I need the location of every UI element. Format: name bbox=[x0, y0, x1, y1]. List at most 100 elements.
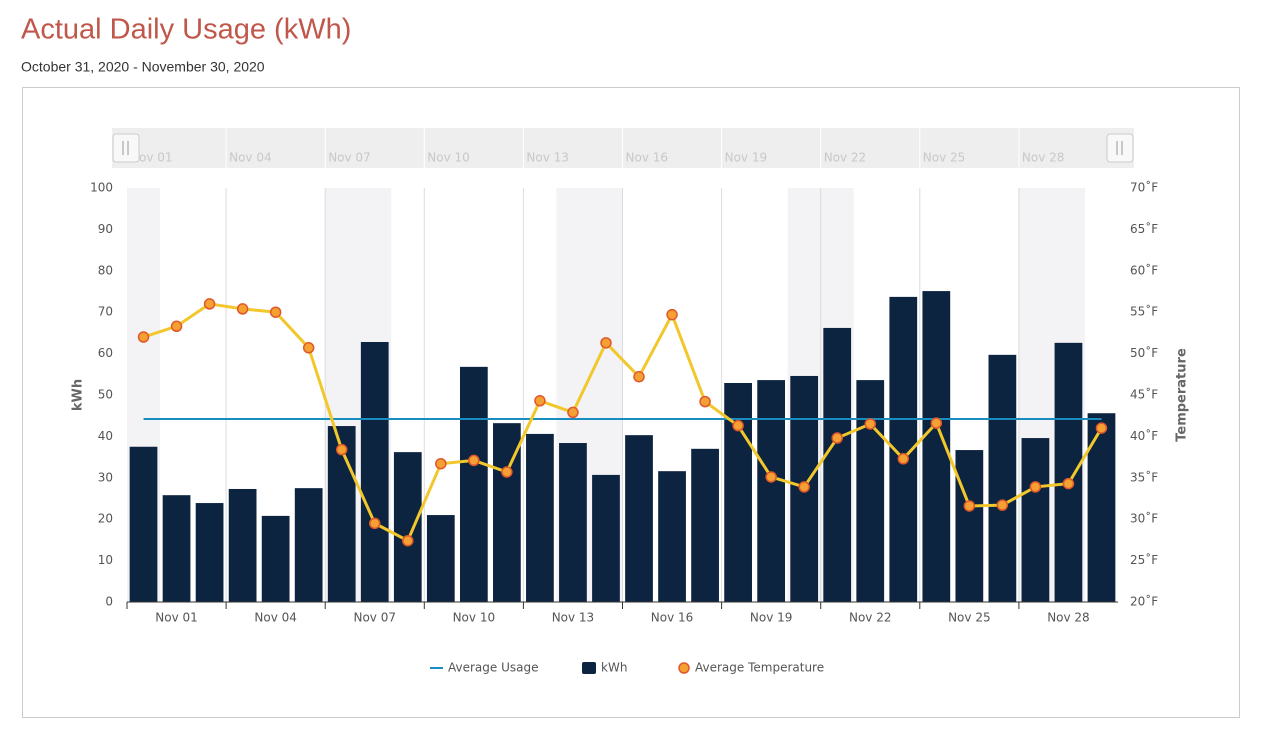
chart-frame bbox=[22, 87, 1240, 718]
navigator-labels: Nov 01 Nov 04 Nov 07 Nov 10 Nov 13 Nov 16 Nov … bbox=[130, 128, 1064, 168]
legend: Average Usage kWh Average Temperature bbox=[430, 661, 824, 675]
y2-axis-label: Temperature bbox=[1175, 348, 1190, 442]
navigator-label: Nov 01 bbox=[130, 151, 173, 165]
x-tick-label: Nov 28 bbox=[1047, 611, 1090, 625]
marker bbox=[1095, 422, 1108, 434]
bar bbox=[162, 495, 191, 602]
marker bbox=[236, 303, 249, 315]
marker bbox=[269, 306, 282, 318]
marker bbox=[402, 534, 414, 547]
bar bbox=[625, 435, 653, 602]
marker bbox=[302, 342, 315, 354]
chart-title: Actual Daily Usage (kWh) bbox=[21, 14, 351, 46]
marker bbox=[699, 395, 711, 408]
marker bbox=[864, 418, 876, 430]
bar bbox=[294, 488, 323, 602]
legend-label: kWh bbox=[601, 661, 627, 675]
y-tick-label: 90 bbox=[98, 222, 113, 236]
bar bbox=[724, 382, 752, 602]
bar bbox=[988, 354, 1017, 602]
bar bbox=[1021, 438, 1050, 602]
navigator-label: Nov 19 bbox=[725, 151, 768, 165]
bar bbox=[228, 488, 257, 602]
y-tick-label: 60 bbox=[98, 346, 113, 360]
navigator-label: Nov 13 bbox=[526, 151, 569, 165]
x-tick-label: Nov 16 bbox=[651, 611, 694, 625]
bar bbox=[261, 515, 290, 602]
chart-subtitle: October 31, 2020 - November 30, 2020 bbox=[21, 59, 265, 75]
y2-tick-label: 60˚F bbox=[1130, 262, 1158, 277]
bar bbox=[691, 448, 719, 602]
marker bbox=[335, 443, 348, 456]
bar bbox=[426, 515, 455, 602]
y2-tick-label: 70˚F bbox=[1130, 180, 1158, 195]
y2-tick-label: 45˚F bbox=[1130, 387, 1158, 402]
y-tick-label: 50 bbox=[98, 388, 113, 402]
bar bbox=[1054, 342, 1083, 602]
marker bbox=[567, 406, 579, 419]
bar bbox=[658, 471, 686, 602]
bar bbox=[823, 327, 852, 602]
marker bbox=[501, 466, 513, 478]
y2-tick-label: 25˚F bbox=[1130, 552, 1158, 567]
bar bbox=[195, 503, 224, 602]
y2-tick-label: 40˚F bbox=[1130, 428, 1158, 443]
bar bbox=[559, 443, 587, 602]
legend-swatch bbox=[678, 662, 690, 674]
legend-swatch bbox=[582, 662, 596, 674]
navigator-handle[interactable] bbox=[1106, 133, 1134, 163]
x-tick-label: Nov 10 bbox=[453, 611, 496, 625]
y-axis-label: kWh bbox=[71, 379, 86, 411]
marker bbox=[1029, 481, 1042, 493]
y-tick-label: 10 bbox=[98, 553, 113, 567]
marker bbox=[732, 419, 744, 432]
marker bbox=[897, 453, 910, 465]
y2-tick-label: 30˚F bbox=[1130, 511, 1158, 526]
marker bbox=[633, 371, 645, 383]
marker bbox=[534, 395, 546, 407]
marker bbox=[600, 337, 612, 349]
navigator-label: Nov 28 bbox=[1022, 151, 1065, 165]
marker bbox=[963, 500, 976, 512]
marker bbox=[798, 481, 810, 493]
bar bbox=[856, 380, 885, 602]
navigator-label: Nov 25 bbox=[923, 151, 966, 165]
y2-tick-label: 65˚F bbox=[1130, 221, 1158, 236]
x-tick-label: Nov 25 bbox=[948, 611, 991, 625]
marker bbox=[1062, 477, 1075, 490]
legend-label: Average Usage bbox=[448, 661, 538, 675]
marker bbox=[170, 320, 183, 333]
y-tick-label: 30 bbox=[98, 470, 113, 484]
y2-tick-label: 35˚F bbox=[1130, 469, 1158, 484]
navigator-handle[interactable] bbox=[112, 133, 140, 163]
bar bbox=[129, 446, 158, 602]
navigator-label: Nov 10 bbox=[427, 151, 470, 165]
x-tick-label: Nov 22 bbox=[849, 611, 892, 625]
navigator-label: Nov 22 bbox=[824, 151, 867, 165]
navigator-label: Nov 04 bbox=[229, 151, 272, 165]
bar bbox=[757, 380, 786, 602]
y-tick-label: 20 bbox=[98, 512, 113, 526]
bar bbox=[459, 366, 488, 602]
x-tick-label: Nov 07 bbox=[353, 611, 396, 625]
marker bbox=[435, 457, 447, 470]
y-tick-label: 100 bbox=[90, 181, 113, 195]
y-tick-label: 80 bbox=[98, 263, 113, 277]
line bbox=[143, 302, 1103, 543]
x-tick-label: Nov 01 bbox=[155, 611, 198, 625]
x-tick-label: Nov 19 bbox=[750, 611, 793, 625]
bar bbox=[526, 433, 554, 602]
legend-label: Average Temperature bbox=[695, 661, 824, 675]
marker bbox=[369, 517, 381, 530]
navigator-label: Nov 16 bbox=[626, 151, 669, 165]
marker bbox=[930, 417, 943, 429]
marker bbox=[203, 298, 216, 310]
marker bbox=[137, 331, 150, 343]
bar bbox=[592, 474, 620, 602]
y2-tick-label: 20˚F bbox=[1130, 594, 1158, 609]
bar bbox=[393, 452, 422, 602]
plot: 0 10 20 30 40 50 60 70 80 90 100 20˚F 25˚F 30˚F 35˚F 40… bbox=[90, 180, 1158, 625]
marker bbox=[996, 499, 1009, 511]
marker bbox=[765, 471, 777, 483]
